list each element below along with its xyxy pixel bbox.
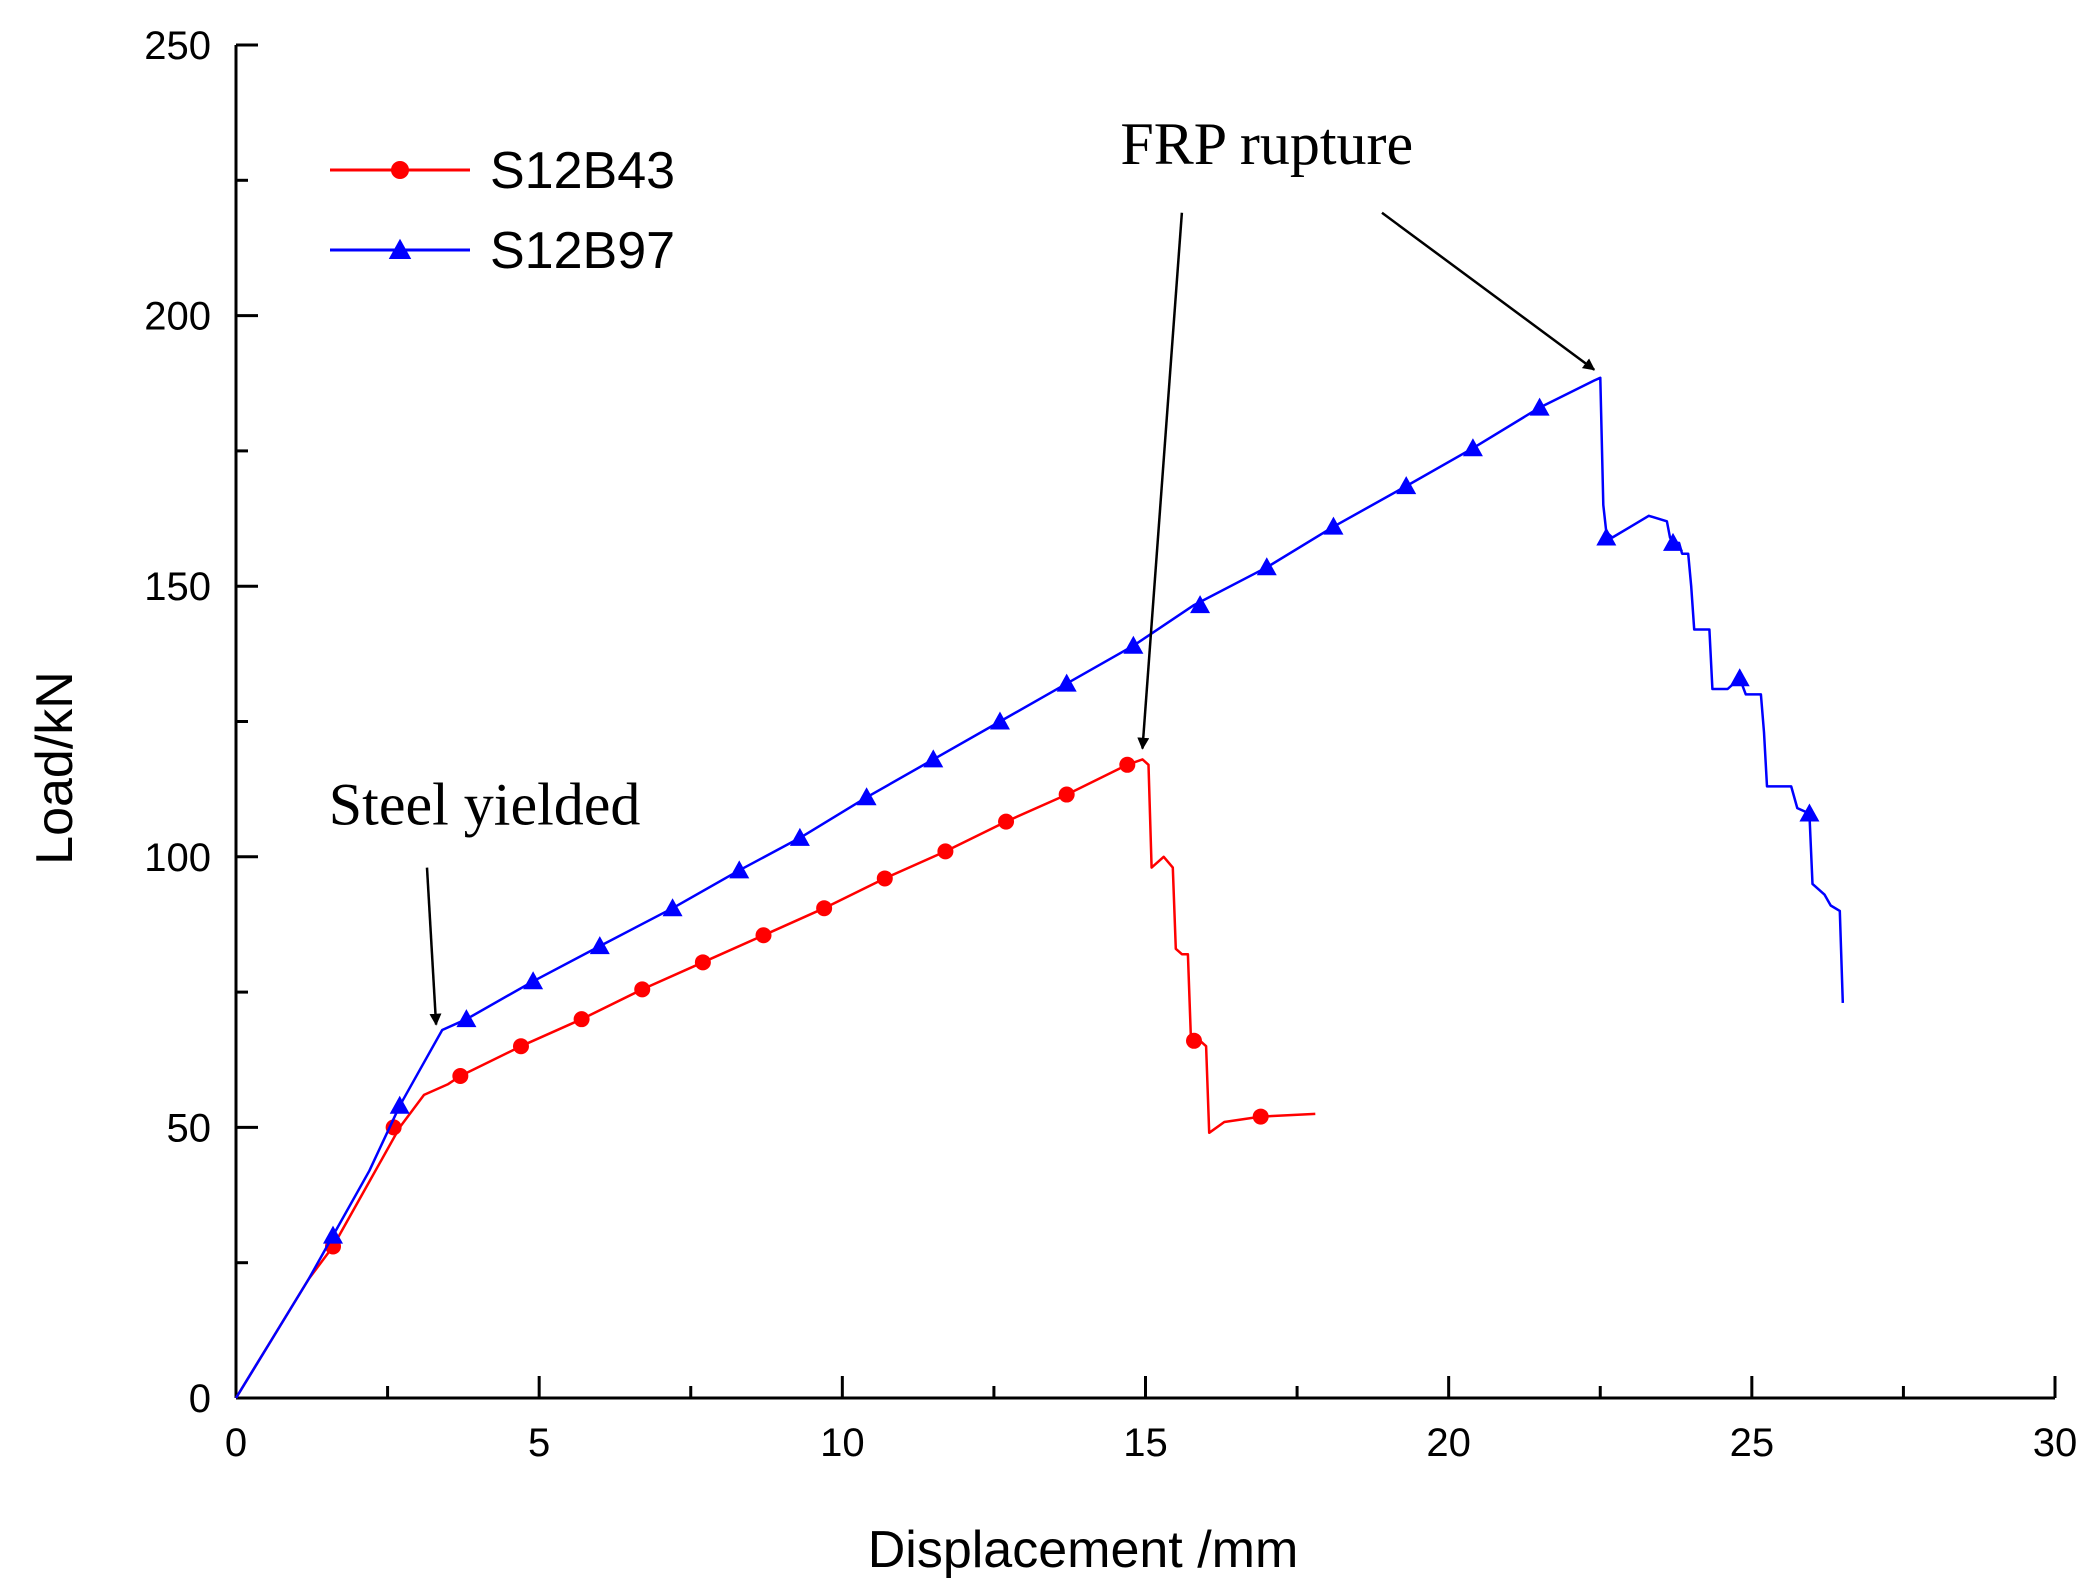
s12b43-marker bbox=[1186, 1032, 1203, 1049]
series-s12b43 bbox=[234, 756, 1316, 1399]
s12b97-marker bbox=[1462, 438, 1483, 457]
s12b97-marker bbox=[323, 1225, 344, 1244]
s12b97-marker bbox=[456, 1009, 477, 1028]
x-tick-label: 30 bbox=[2033, 1421, 2078, 1465]
s12b97-marker bbox=[1529, 397, 1550, 416]
s12b97-marker bbox=[989, 711, 1010, 730]
axes: 0 5 10 15 20 25 30 0 50 100 150 200 250 bbox=[144, 24, 2077, 1465]
s12b97-marker bbox=[523, 971, 544, 990]
s12b97-marker bbox=[1323, 516, 1344, 535]
annotation-layer: FRP rupture Steel yielded bbox=[329, 111, 1596, 1026]
x-tick-label: 5 bbox=[528, 1421, 550, 1465]
s12b43-marker bbox=[816, 900, 833, 917]
s12b43-marker bbox=[452, 1067, 469, 1084]
s12b43-marker bbox=[755, 927, 772, 944]
s12b97-marker bbox=[1596, 527, 1617, 546]
legend-label-s12b43: S12B43 bbox=[490, 142, 675, 200]
s12b97-marker bbox=[1729, 668, 1750, 687]
s12b43-marker bbox=[1252, 1108, 1269, 1125]
s12b97-marker bbox=[923, 749, 944, 768]
x-tick-label: 0 bbox=[225, 1421, 247, 1465]
series-layer bbox=[234, 376, 1845, 1399]
s12b43-marker bbox=[1119, 756, 1136, 773]
frp-rupture-arrow bbox=[1381, 211, 1596, 371]
s12b43-marker bbox=[876, 870, 893, 887]
y-axis-title: Load/kN bbox=[26, 671, 84, 865]
s12b97-marker bbox=[1663, 532, 1684, 551]
s12b97-marker bbox=[729, 860, 750, 879]
s12b43-marker bbox=[998, 813, 1015, 830]
legend-label-s12b97: S12B97 bbox=[490, 222, 675, 280]
x-axis-title: Displacement /mm bbox=[868, 1521, 1299, 1579]
s12b43-marker bbox=[385, 1119, 402, 1136]
y-tick-label: 100 bbox=[144, 836, 211, 880]
s12b43-marker bbox=[573, 1011, 590, 1028]
s12b97-marker bbox=[1256, 557, 1277, 576]
frp-rupture-annotation: FRP rupture bbox=[1120, 111, 1413, 177]
y-tick-label: 50 bbox=[167, 1106, 212, 1150]
s12b97-marker bbox=[789, 827, 810, 846]
x-tick-label: 20 bbox=[1426, 1421, 1471, 1465]
s12b43-marker bbox=[694, 954, 711, 971]
s12b97-marker bbox=[856, 787, 877, 806]
legend: S12B43 S12B97 bbox=[330, 142, 675, 280]
legend-marker-s12b97 bbox=[388, 238, 412, 259]
y-tick-label: 150 bbox=[144, 565, 211, 609]
s12b97-marker bbox=[662, 898, 683, 917]
s12b97-line bbox=[234, 376, 1845, 1399]
s12b97-marker bbox=[1396, 476, 1417, 495]
s12b43-marker bbox=[512, 1038, 529, 1055]
s12b97-marker bbox=[1799, 803, 1820, 822]
x-tick-label: 10 bbox=[820, 1421, 865, 1465]
x-tick-label: 15 bbox=[1123, 1421, 1168, 1465]
y-tick-label: 200 bbox=[144, 295, 211, 339]
s12b43-line bbox=[234, 758, 1316, 1399]
s12b43-marker bbox=[937, 843, 954, 860]
s12b97-marker bbox=[1190, 595, 1211, 614]
s12b97-marker bbox=[389, 1095, 410, 1114]
s12b43-marker bbox=[634, 981, 651, 998]
y-tick-label: 0 bbox=[189, 1377, 211, 1421]
series-s12b97 bbox=[234, 376, 1845, 1399]
s12b97-marker bbox=[1123, 635, 1144, 654]
s12b97-marker bbox=[589, 936, 610, 955]
frp-rupture-arrow bbox=[1137, 212, 1184, 750]
legend-marker-s12b43 bbox=[391, 161, 409, 179]
s12b97-marker bbox=[1056, 673, 1077, 692]
y-tick-label: 250 bbox=[144, 24, 211, 68]
steel-yielded-annotation: Steel yielded bbox=[329, 771, 641, 837]
s12b43-marker bbox=[1058, 786, 1075, 803]
steel-yielded-arrow bbox=[425, 867, 442, 1026]
x-tick-label: 25 bbox=[1730, 1421, 1775, 1465]
